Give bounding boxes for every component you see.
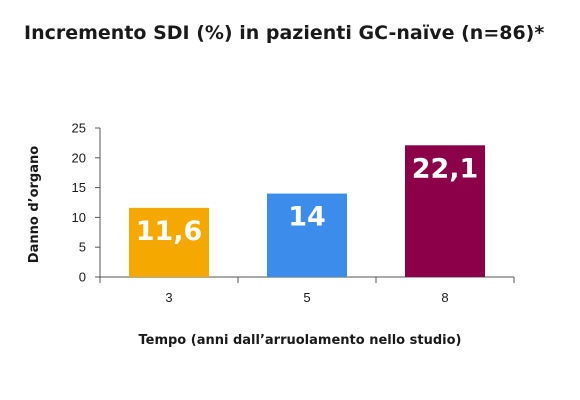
bar xyxy=(405,145,485,277)
y-tick-label: 5 xyxy=(79,240,86,255)
bar-value-label: 22,1 xyxy=(412,153,479,184)
bar xyxy=(129,207,209,277)
y-tick-label: 20 xyxy=(72,150,86,165)
y-axis-title: Danno d’organo xyxy=(27,146,42,263)
y-tick-label: 0 xyxy=(79,270,86,285)
x-tick-label: 5 xyxy=(303,290,310,305)
chart-title: Incremento SDI (%) in pazienti GC-naïve … xyxy=(24,22,545,44)
bar-value-label: 11,6 xyxy=(136,216,203,247)
x-tick-label: 3 xyxy=(165,290,172,305)
x-tick-label: 8 xyxy=(441,290,448,305)
y-tick-label: 15 xyxy=(72,180,86,195)
y-tick-label: 10 xyxy=(72,210,86,225)
x-axis-title: Tempo (anni dall’arruolamento nello stud… xyxy=(139,333,462,348)
y-axis: 0 5 10 15 20 25 xyxy=(72,121,101,285)
bar-value-label: 14 xyxy=(288,202,326,233)
bars: 11,6 14 22,1 xyxy=(129,145,485,277)
x-axis: 3 5 8 xyxy=(99,276,515,305)
y-tick-label: 25 xyxy=(72,121,86,136)
bar xyxy=(267,193,347,277)
